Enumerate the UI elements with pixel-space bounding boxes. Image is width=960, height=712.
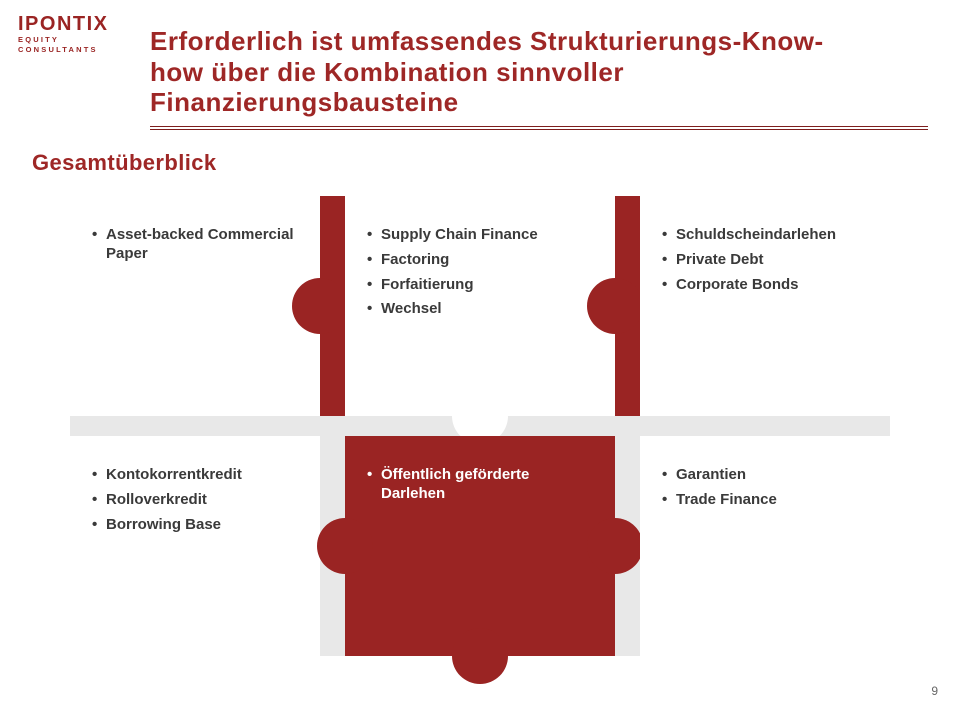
list-item: Rolloverkredit [92,491,298,510]
list-item: Supply Chain Finance [367,226,593,245]
list-item: Asset-backed Commercial Paper [92,226,298,264]
title-line-1: Erforderlich ist umfassendes Strukturier… [150,26,824,56]
slide-title: Erforderlich ist umfassendes Strukturier… [150,26,928,118]
piece-r1c2-list: Garantien Trade Finance [662,466,868,510]
list-item: Kontokorrentkredit [92,466,298,485]
page-number: 9 [931,684,938,698]
title-block: Erforderlich ist umfassendes Strukturier… [150,26,928,130]
list-item: Forfaitierung [367,276,593,295]
title-line-3: Finanzierungsbausteine [150,87,459,117]
piece-r1c0-list: Kontokorrentkredit Rolloverkredit Borrowin… [92,466,298,534]
slide: IPONTIX EQUITY CONSULTANTS Erforderlich … [0,0,960,712]
puzzle-row-1: Kontokorrentkredit Rolloverkredit Borrowin… [70,436,890,656]
list-item: Öffentlich geförderte Darlehen [367,466,593,504]
logo-brand: IPONTIX [18,14,128,34]
knob-r0c0-right [292,278,348,334]
piece-r1c1-list: Öffentlich geförderte Darlehen [367,466,593,504]
logo: IPONTIX EQUITY CONSULTANTS [18,14,128,55]
piece-r0c2: Schuldscheindarlehen Private Debt Corporat… [640,196,890,416]
logo-sub-1: EQUITY [18,36,128,44]
subtitle: Gesamtüberblick [32,150,217,176]
piece-r0c2-list: Schuldscheindarlehen Private Debt Corporat… [662,226,868,294]
puzzle-row-0: Asset-backed Commercial Paper Supply Cha… [70,196,890,416]
piece-r1c1: Öffentlich geförderte Darlehen [345,436,615,656]
list-item: Garantien [662,466,868,485]
list-item: Private Debt [662,251,868,270]
piece-r1c2: Garantien Trade Finance [640,436,890,656]
knob-r0c1-right [587,278,643,334]
list-item: Schuldscheindarlehen [662,226,868,245]
list-item: Wechsel [367,300,593,319]
knob-r1c1-left [317,518,373,574]
piece-r0c0-list: Asset-backed Commercial Paper [92,226,298,264]
list-item: Borrowing Base [92,516,298,535]
list-item: Factoring [367,251,593,270]
piece-r1c0: Kontokorrentkredit Rolloverkredit Borrowin… [70,436,320,656]
puzzle-board: Asset-backed Commercial Paper Supply Cha… [70,196,890,656]
list-item: Corporate Bonds [662,276,868,295]
title-line-2: how über die Kombination sinnvoller [150,57,624,87]
title-rule-2 [150,129,928,130]
title-rule-1 [150,126,928,127]
logo-sub-2: CONSULTANTS [18,46,128,54]
piece-r0c1: Supply Chain Finance Factoring Forfaitieru… [345,196,615,416]
piece-r0c1-list: Supply Chain Finance Factoring Forfaitieru… [367,226,593,319]
knob-r1c1-right [587,518,643,574]
list-item: Trade Finance [662,491,868,510]
knob-r1c1-down [452,628,508,684]
piece-r0c0: Asset-backed Commercial Paper [70,196,320,416]
